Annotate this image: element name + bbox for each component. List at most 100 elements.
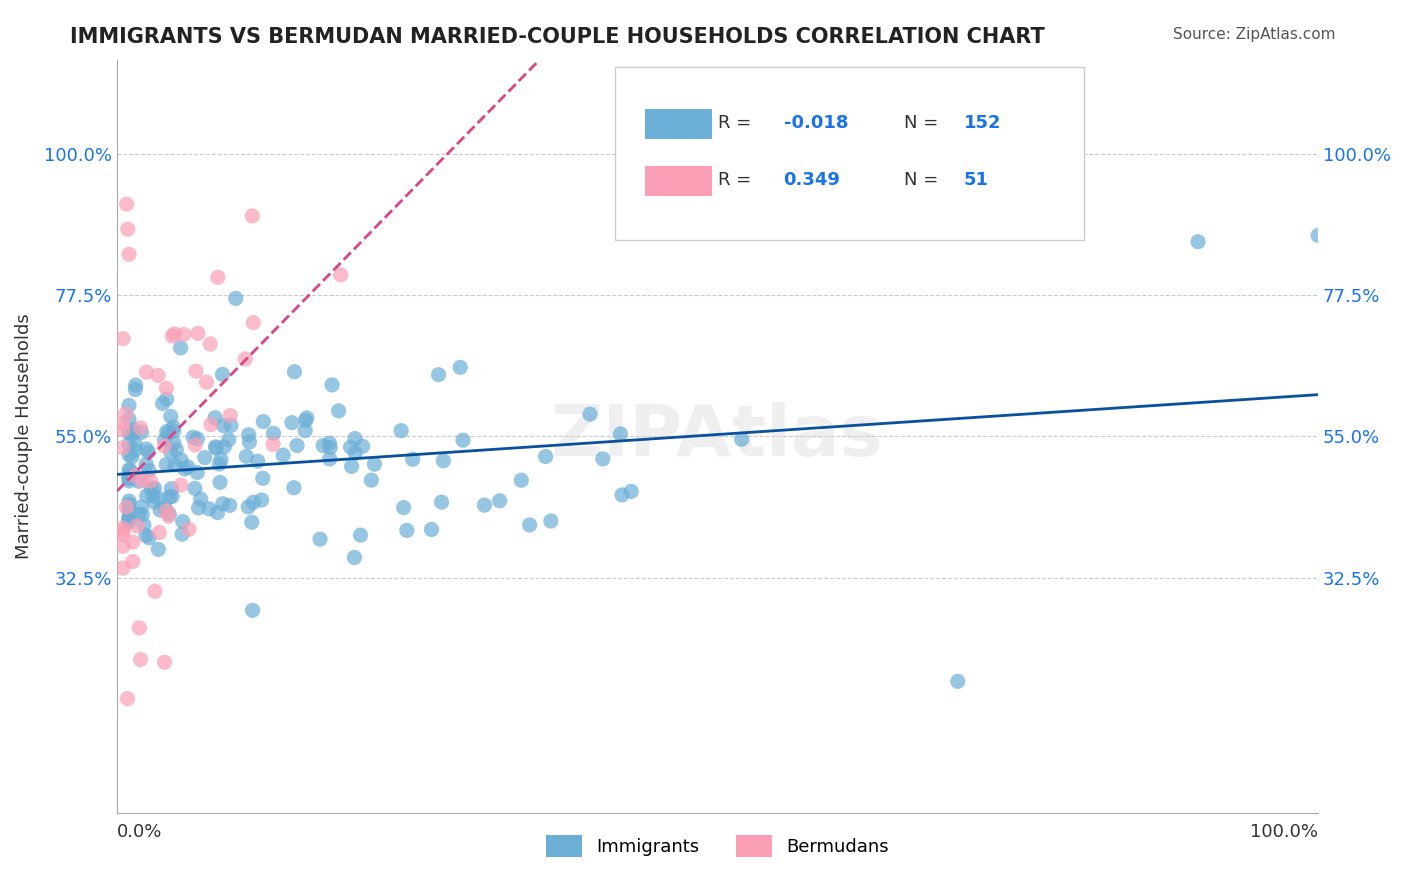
Point xyxy=(120,463,142,477)
Point xyxy=(122,535,145,549)
Point xyxy=(225,291,247,305)
Point xyxy=(360,473,382,487)
Point xyxy=(143,495,166,509)
Point xyxy=(186,466,208,480)
Point xyxy=(155,504,177,518)
Point xyxy=(449,360,471,375)
Point xyxy=(242,316,264,330)
Point xyxy=(363,457,385,471)
Point xyxy=(157,509,180,524)
Point xyxy=(184,438,207,452)
Point xyxy=(250,493,273,508)
Point xyxy=(620,484,643,499)
Point xyxy=(153,439,176,453)
Point xyxy=(139,474,162,488)
Point xyxy=(240,209,263,223)
Point xyxy=(118,448,141,462)
Point xyxy=(328,404,350,418)
Point xyxy=(111,539,134,553)
Point xyxy=(420,523,443,537)
Point xyxy=(156,425,179,439)
Point xyxy=(163,458,186,472)
Point xyxy=(219,409,242,423)
Point xyxy=(240,515,263,529)
Point xyxy=(207,506,229,520)
Point xyxy=(118,474,141,488)
Point xyxy=(610,488,633,502)
Text: R =: R = xyxy=(717,114,756,132)
Point xyxy=(352,439,374,453)
Point xyxy=(122,554,145,568)
Point xyxy=(263,426,285,441)
Point xyxy=(162,420,184,434)
Point xyxy=(238,500,260,514)
Point xyxy=(184,481,207,495)
Point xyxy=(392,500,415,515)
Point xyxy=(389,424,412,438)
Point xyxy=(395,524,418,538)
Point xyxy=(198,501,221,516)
Point xyxy=(128,621,150,635)
Point xyxy=(152,396,174,410)
Point xyxy=(155,381,177,395)
Point xyxy=(111,441,134,455)
Point xyxy=(118,471,141,485)
Point xyxy=(184,364,207,378)
Point xyxy=(131,474,153,488)
Point xyxy=(349,528,371,542)
Point xyxy=(131,500,153,515)
Point xyxy=(125,519,148,533)
Point xyxy=(118,412,141,426)
Point xyxy=(131,425,153,440)
Point xyxy=(242,495,264,509)
Point xyxy=(946,674,969,689)
Point xyxy=(218,499,240,513)
Text: 100.0%: 100.0% xyxy=(1250,822,1319,840)
Point xyxy=(146,368,169,383)
Point xyxy=(186,432,208,446)
Point xyxy=(238,427,260,442)
Point xyxy=(1308,228,1330,243)
Point xyxy=(165,442,187,457)
Point xyxy=(283,481,305,495)
Point xyxy=(118,512,141,526)
Point xyxy=(318,436,340,450)
Point xyxy=(262,437,284,451)
Point xyxy=(118,510,141,524)
Point xyxy=(118,247,141,261)
Point xyxy=(172,527,194,541)
Point xyxy=(118,437,141,451)
Point xyxy=(148,525,170,540)
Point xyxy=(149,503,172,517)
Point xyxy=(432,454,454,468)
Point xyxy=(135,457,157,471)
Point xyxy=(294,413,316,427)
Point xyxy=(142,489,165,503)
Point xyxy=(118,494,141,508)
Point xyxy=(339,440,361,454)
Point xyxy=(170,452,193,467)
Point xyxy=(285,438,308,452)
Point xyxy=(430,495,453,509)
Point xyxy=(177,459,200,474)
Point xyxy=(474,498,496,512)
Point xyxy=(131,508,153,522)
Point xyxy=(170,478,193,492)
Point xyxy=(118,425,141,440)
Point xyxy=(211,368,233,382)
Point xyxy=(242,603,264,617)
Point xyxy=(579,407,602,421)
Point xyxy=(194,450,217,465)
Y-axis label: Married-couple Households: Married-couple Households xyxy=(15,314,32,559)
Point xyxy=(143,481,166,495)
Point xyxy=(122,426,145,441)
Point xyxy=(283,365,305,379)
Point xyxy=(118,513,141,527)
Point xyxy=(211,497,233,511)
Point xyxy=(132,518,155,533)
Point xyxy=(163,435,186,450)
Point xyxy=(118,399,141,413)
Point xyxy=(340,459,363,474)
Point xyxy=(159,409,181,424)
Point xyxy=(321,378,343,392)
